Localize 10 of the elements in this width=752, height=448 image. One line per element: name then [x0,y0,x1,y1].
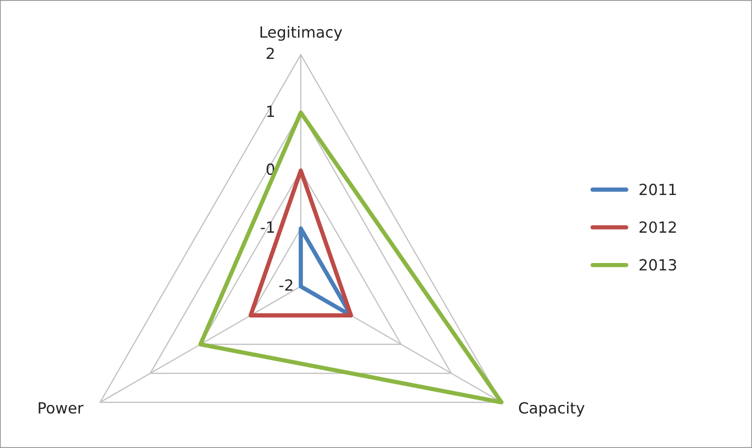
y-tick-label: -2 [279,279,292,291]
spoke-label: Legitimacy [260,26,342,41]
spoke-label: Capacity [519,402,584,417]
spoke-label: Power [38,402,84,414]
legend-label: 2013 [640,259,676,271]
y-tick-label: 2 [266,48,274,59]
y-tick-label: -1 [260,222,274,233]
legend-label: 2011 [640,184,676,196]
legend-label: 2012 [640,221,676,233]
y-tick-label: 1 [267,106,274,117]
